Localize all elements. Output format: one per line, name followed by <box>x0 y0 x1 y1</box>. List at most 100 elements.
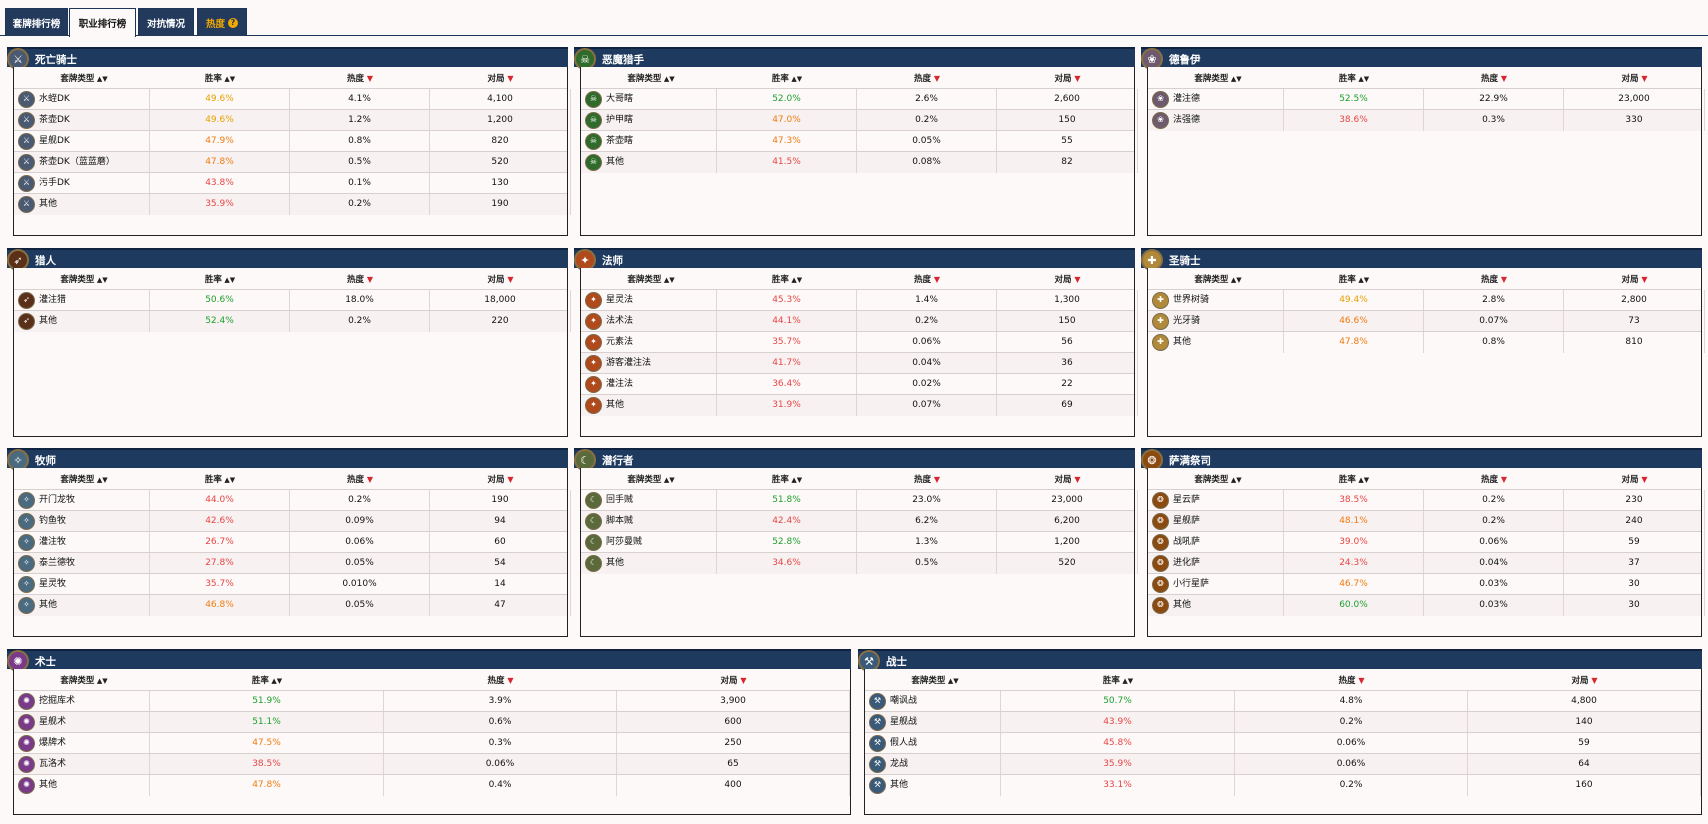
tab-class-ranking[interactable]: 职业排行榜 <box>69 8 136 37</box>
deck-name[interactable]: 其他 <box>14 311 150 332</box>
deck-name[interactable]: 茶壶瞎 <box>581 131 717 152</box>
deck-name[interactable]: 其他 <box>1148 595 1284 616</box>
tab-deck-ranking[interactable]: 套牌排行榜 <box>5 8 68 36</box>
deck-name[interactable]: 灌注猎 <box>14 290 150 311</box>
header-popularity[interactable]: 热度 ▼ <box>1235 674 1468 686</box>
header-winrate[interactable]: 胜率 ▲▼ <box>150 273 290 285</box>
sort-icon[interactable]: ▲▼ <box>1119 677 1134 685</box>
header-deck-type[interactable]: 套牌类型 ▲▼ <box>34 273 134 285</box>
table-row[interactable]: 其他 31.9% 0.07% 69 ✦ <box>581 394 1138 416</box>
deck-name[interactable]: 瓦洛术 <box>14 754 150 775</box>
table-row[interactable]: 茶壶DK（蓝蓝蘑） 47.8% 0.5% 520 ⚔ <box>14 151 571 173</box>
sort-desc-icon[interactable]: ▼ <box>364 475 373 484</box>
table-row[interactable]: 灌注法 36.4% 0.02% 22 ✦ <box>581 373 1138 395</box>
header-games[interactable]: 对局 ▼ <box>1468 674 1701 686</box>
header-popularity[interactable]: 热度 ▼ <box>1424 72 1564 84</box>
deck-name[interactable]: 游客灌注法 <box>581 353 717 374</box>
deck-name[interactable]: 星灵牧 <box>14 574 150 595</box>
header-popularity[interactable]: 热度 ▼ <box>290 473 430 485</box>
table-row[interactable]: 其他 47.8% 0.8% 810 ✚ <box>1148 331 1705 353</box>
table-row[interactable]: 星云萨 38.5% 0.2% 230 ❂ <box>1148 489 1705 511</box>
table-row[interactable]: 回手贼 51.8% 23.0% 23,000 ☾ <box>581 489 1138 511</box>
sort-desc-icon[interactable]: ▼ <box>1071 74 1081 83</box>
table-row[interactable]: 游客灌注法 41.7% 0.04% 36 ✦ <box>581 352 1138 374</box>
sort-icon[interactable]: ▲▼ <box>661 276 675 284</box>
table-row[interactable]: 世界树骑 49.4% 2.8% 2,800 ✚ <box>1148 289 1705 311</box>
deck-name[interactable]: 其他 <box>1148 332 1284 353</box>
sort-desc-icon[interactable]: ▼ <box>931 275 940 284</box>
table-row[interactable]: 钓鱼牧 42.6% 0.09% 94 ✧ <box>14 510 571 532</box>
sort-desc-icon[interactable]: ▼ <box>504 475 514 484</box>
sort-icon[interactable]: ▲▼ <box>788 476 803 484</box>
deck-name[interactable]: 世界树骑 <box>1148 290 1284 311</box>
sort-desc-icon[interactable]: ▼ <box>1355 676 1365 685</box>
deck-name[interactable]: 大哥瞎 <box>581 89 717 110</box>
header-winrate[interactable]: 胜率 ▲▼ <box>717 273 857 285</box>
header-winrate[interactable]: 胜率 ▲▼ <box>717 72 857 84</box>
table-row[interactable]: 其他 60.0% 0.03% 30 ❂ <box>1148 594 1705 616</box>
deck-name[interactable]: 小行星萨 <box>1148 574 1284 595</box>
deck-name[interactable]: 星舰术 <box>14 712 150 733</box>
sort-desc-icon[interactable]: ▼ <box>1071 275 1081 284</box>
table-row[interactable]: 其他 35.9% 0.2% 190 ⚔ <box>14 193 571 215</box>
header-popularity[interactable]: 热度 ▼ <box>857 473 997 485</box>
table-row[interactable]: 星灵法 45.3% 1.4% 1,300 ✦ <box>581 289 1138 311</box>
table-row[interactable]: 战吼萨 39.0% 0.06% 59 ❂ <box>1148 531 1705 553</box>
header-games[interactable]: 对局 ▼ <box>1564 473 1705 485</box>
deck-name[interactable]: 护甲瞎 <box>581 110 717 131</box>
header-deck-type[interactable]: 套牌类型 ▲▼ <box>601 273 701 285</box>
sort-icon[interactable]: ▲▼ <box>94 75 108 83</box>
table-row[interactable]: 星灵牧 35.7% 0.010% 14 ✧ <box>14 573 571 595</box>
sort-desc-icon[interactable]: ▼ <box>364 74 373 83</box>
header-games[interactable]: 对局 ▼ <box>997 473 1138 485</box>
table-row[interactable]: 嘲讽战 50.7% 4.8% 4,800 ⚒ <box>865 690 1701 712</box>
deck-name[interactable]: 钓鱼牧 <box>14 511 150 532</box>
sort-icon[interactable]: ▲▼ <box>1228 276 1242 284</box>
table-row[interactable]: 小行星萨 46.7% 0.03% 30 ❂ <box>1148 573 1705 595</box>
sort-desc-icon[interactable]: ▼ <box>1638 275 1648 284</box>
header-games[interactable]: 对局 ▼ <box>430 273 571 285</box>
deck-name[interactable]: 战吼萨 <box>1148 532 1284 553</box>
sort-desc-icon[interactable]: ▼ <box>1588 676 1598 685</box>
header-deck-type[interactable]: 套牌类型 ▲▼ <box>885 674 985 686</box>
deck-name[interactable]: 星舰萨 <box>1148 511 1284 532</box>
table-row[interactable]: 进化萨 24.3% 0.04% 37 ❂ <box>1148 552 1705 574</box>
sort-desc-icon[interactable]: ▼ <box>737 676 747 685</box>
table-row[interactable]: 其他 52.4% 0.2% 220 ➶ <box>14 310 571 332</box>
sort-icon[interactable]: ▲▼ <box>945 677 959 685</box>
deck-name[interactable]: 阿莎曼贼 <box>581 532 717 553</box>
sort-icon[interactable]: ▲▼ <box>94 476 108 484</box>
table-row[interactable]: 阿莎曼贼 52.8% 1.3% 1,200 ☾ <box>581 531 1138 553</box>
deck-name[interactable]: 假人战 <box>865 733 1001 754</box>
sort-icon[interactable]: ▲▼ <box>661 476 675 484</box>
table-row[interactable]: 水蛭DK 49.6% 4.1% 4,100 ⚔ <box>14 88 571 110</box>
table-row[interactable]: 灌注猎 50.6% 18.0% 18,000 ➶ <box>14 289 571 311</box>
table-row[interactable]: 灌注牧 26.7% 0.06% 60 ✧ <box>14 531 571 553</box>
sort-icon[interactable]: ▲▼ <box>94 677 108 685</box>
sort-icon[interactable]: ▲▼ <box>94 276 108 284</box>
deck-name[interactable]: 其他 <box>581 553 717 574</box>
deck-name[interactable]: 元素法 <box>581 332 717 353</box>
sort-desc-icon[interactable]: ▼ <box>1638 74 1648 83</box>
sort-icon[interactable]: ▲▼ <box>1228 476 1242 484</box>
table-row[interactable]: 其他 34.6% 0.5% 520 ☾ <box>581 552 1138 574</box>
sort-icon[interactable]: ▲▼ <box>1355 476 1370 484</box>
sort-desc-icon[interactable]: ▼ <box>931 74 940 83</box>
header-deck-type[interactable]: 套牌类型 ▲▼ <box>1168 72 1268 84</box>
table-row[interactable]: 光牙骑 46.6% 0.07% 73 ✚ <box>1148 310 1705 332</box>
help-icon[interactable]: ? <box>228 17 238 28</box>
table-row[interactable]: 泰兰德牧 27.8% 0.05% 54 ✧ <box>14 552 571 574</box>
header-winrate[interactable]: 胜率 ▲▼ <box>1284 473 1424 485</box>
deck-name[interactable]: 其他 <box>865 775 1001 796</box>
sort-desc-icon[interactable]: ▼ <box>504 74 514 83</box>
deck-name[interactable]: 进化萨 <box>1148 553 1284 574</box>
sort-desc-icon[interactable]: ▼ <box>931 475 940 484</box>
sort-icon[interactable]: ▲▼ <box>661 75 675 83</box>
sort-icon[interactable]: ▲▼ <box>1228 75 1242 83</box>
deck-name[interactable]: 其他 <box>581 152 717 173</box>
table-row[interactable]: 爆牌术 47.5% 0.3% 250 ✺ <box>14 732 850 754</box>
deck-name[interactable]: 星云萨 <box>1148 490 1284 511</box>
deck-name[interactable]: 灌注法 <box>581 374 717 395</box>
sort-desc-icon[interactable]: ▼ <box>1498 74 1507 83</box>
table-row[interactable]: 星舰DK 47.9% 0.8% 820 ⚔ <box>14 130 571 152</box>
